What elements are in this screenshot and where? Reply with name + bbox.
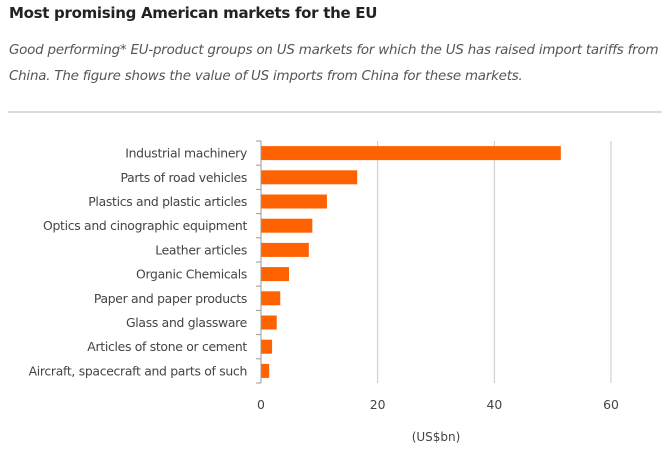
bar-6: [261, 291, 281, 306]
x-tick-label-60: 60: [603, 397, 619, 412]
bar-3: [261, 218, 313, 233]
chart-subtitle: Good performing* EU-product groups on US…: [9, 43, 659, 84]
bar-2: [261, 194, 327, 209]
axis-layer: [256, 140, 262, 384]
category-label-9: Aircraft, spacecraft and parts of such: [29, 363, 247, 378]
category-label-8: Articles of stone or cement: [87, 339, 247, 354]
category-label-0: Industrial machinery: [125, 146, 247, 161]
bar-layer: [261, 146, 561, 378]
chart-title: Most promising American markets for the …: [9, 4, 378, 22]
x-axis-title: (US$bn): [412, 430, 461, 444]
bar-4: [261, 242, 309, 257]
separator-line: [8, 111, 662, 113]
x-tick-label-20: 20: [370, 397, 386, 412]
bar-5: [261, 267, 289, 282]
bar-7: [261, 315, 277, 330]
x-tick-label-0: 0: [257, 397, 265, 412]
label-layer: 0 20 40 60 Industrial machinery Parts of road…: [29, 146, 619, 444]
bar-0: [261, 146, 561, 161]
category-label-6: Paper and paper products: [94, 291, 247, 306]
category-label-1: Parts of road vehicles: [120, 170, 247, 185]
category-label-2: Plastics and plastic articles: [88, 194, 247, 209]
category-label-5: Organic Chemicals: [136, 267, 247, 282]
category-label-4: Leather articles: [155, 242, 247, 257]
grid-layer: [377, 141, 612, 383]
bar-1: [261, 170, 358, 185]
category-label-3: Optics and cinographic equipment: [43, 218, 247, 233]
bar-8: [261, 339, 273, 354]
bar-9: [261, 363, 270, 378]
category-label-7: Glass and glassware: [126, 315, 247, 330]
x-tick-label-40: 40: [486, 397, 502, 412]
